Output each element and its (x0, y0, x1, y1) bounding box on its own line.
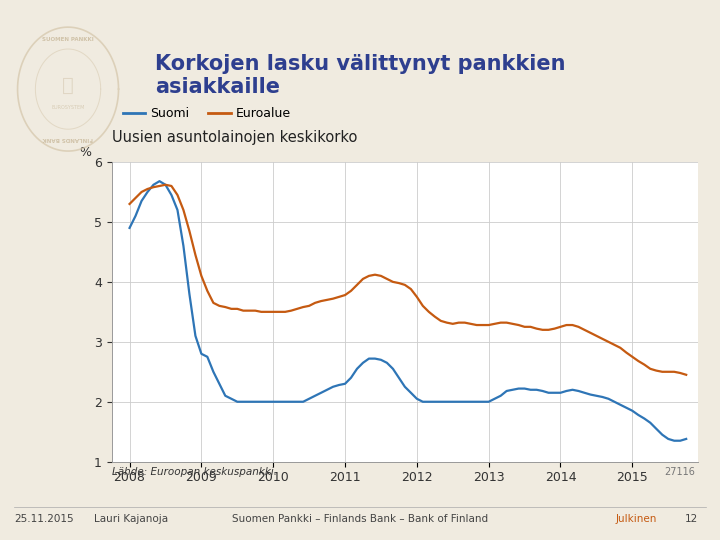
Text: Julkinen: Julkinen (616, 515, 657, 524)
Text: Korkojen lasku välittynyt pankkien
asiakkaille: Korkojen lasku välittynyt pankkien asiak… (155, 54, 565, 97)
Text: 12: 12 (685, 515, 698, 524)
Text: %: % (79, 146, 91, 159)
Text: Lauri Kajanoja: Lauri Kajanoja (94, 515, 168, 524)
Text: FINLANDS BANK: FINLANDS BANK (42, 136, 94, 141)
Text: Uusien asuntolainojen keskikorko: Uusien asuntolainojen keskikorko (112, 130, 357, 145)
Text: EUROSYSTEM: EUROSYSTEM (51, 105, 85, 110)
Text: SUOMEN PANKKI: SUOMEN PANKKI (42, 37, 94, 42)
Text: 25.11.2015: 25.11.2015 (14, 515, 74, 524)
Text: 🦁: 🦁 (62, 76, 74, 95)
Text: Suomen Pankki – Finlands Bank – Bank of Finland: Suomen Pankki – Finlands Bank – Bank of … (232, 515, 488, 524)
Text: Lähde: Euroopan keskuspankki.: Lähde: Euroopan keskuspankki. (112, 467, 276, 477)
Text: 27116: 27116 (664, 467, 695, 477)
Legend: Suomi, Euroalue: Suomi, Euroalue (118, 102, 296, 125)
